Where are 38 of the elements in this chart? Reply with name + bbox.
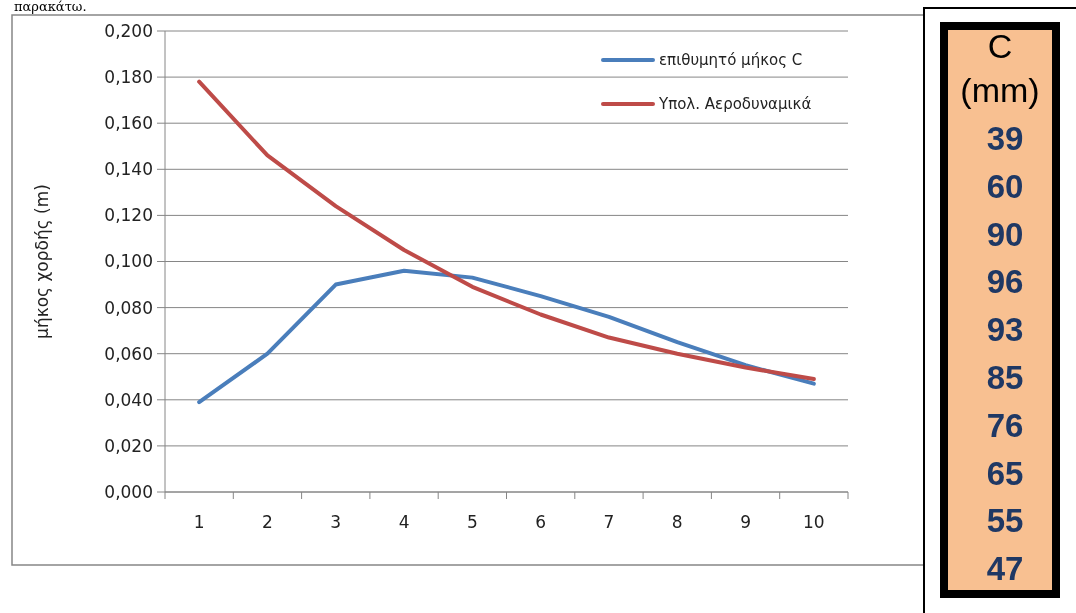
text: 47 — [986, 550, 1024, 588]
x-tick-label: 1 — [193, 512, 205, 532]
y-tick-label: 0,200 — [104, 20, 153, 41]
text: C (mm) — [960, 27, 1040, 109]
x-tick-label: 9 — [740, 512, 751, 532]
text: 90 — [986, 215, 1024, 253]
text: 60 — [986, 167, 1024, 205]
x-tick-label: 3 — [330, 512, 342, 532]
y-tick-label: 0,000 — [104, 481, 153, 502]
text: 85 — [986, 359, 1024, 396]
y-tick-label: 0,040 — [104, 389, 153, 410]
text: 96 — [986, 263, 1024, 301]
line-series — [197, 268, 816, 405]
x-tick-label: 7 — [603, 512, 615, 532]
x-tick-label: 5 — [466, 512, 478, 532]
y-tick-label: 0,020 — [104, 435, 153, 456]
legend-label: επιθυμητό μήκος C — [659, 51, 803, 70]
x-tick-label: 8 — [671, 512, 683, 532]
y-tick-label: 0,140 — [104, 159, 153, 180]
y-tick-label: 0,100 — [104, 251, 153, 272]
text: 93 — [986, 311, 1024, 349]
y-tick-label: 0,080 — [104, 297, 153, 318]
line-series — [197, 79, 816, 382]
x-tick-label: 6 — [535, 512, 547, 532]
x-tick-label: 4 — [398, 512, 410, 532]
y-tick-label: 0,180 — [104, 67, 153, 88]
text: παρακάτω. — [14, 0, 87, 14]
y-axis-title: μήκος χορδής (m) — [32, 184, 52, 339]
y-tick-label: 0,060 — [104, 343, 153, 364]
text: 65 — [986, 454, 1024, 492]
x-tick-label: 10 — [803, 512, 825, 532]
text: 55 — [986, 502, 1024, 540]
y-tick-label: 0,120 — [104, 205, 153, 226]
text: 76 — [986, 406, 1024, 444]
text: 39 — [986, 120, 1024, 157]
x-tick-label: 2 — [262, 512, 273, 532]
y-tick-label: 0,160 — [104, 113, 153, 134]
legend-label: Υπολ. Αεροδυναμικά — [658, 95, 812, 114]
